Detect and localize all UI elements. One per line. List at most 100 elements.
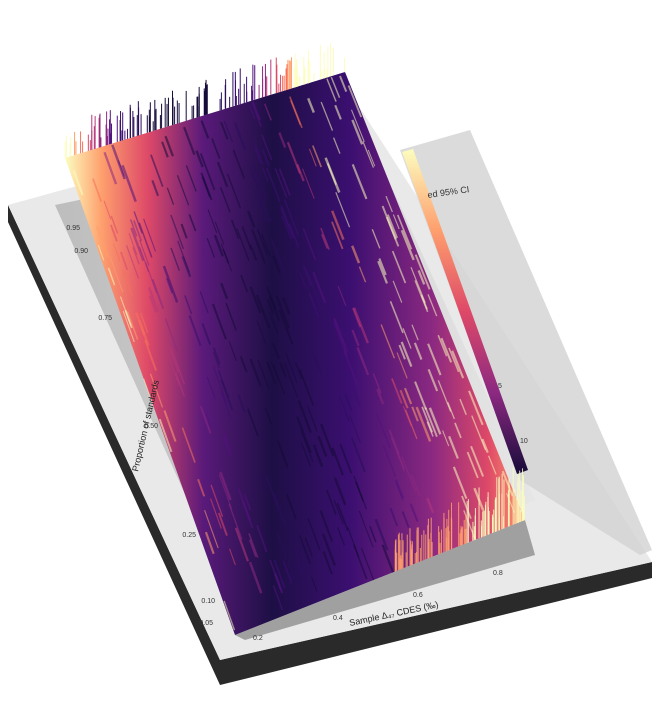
surface-streak [333, 477, 347, 506]
surface-streak [396, 214, 413, 250]
surface-streak [111, 144, 126, 180]
surface-streak [95, 225, 109, 258]
surface-streak [220, 243, 233, 272]
surface-streak [481, 438, 489, 454]
surface-streak [220, 379, 234, 411]
surface-streak [278, 132, 287, 148]
surface-streak [213, 234, 224, 257]
surface-streak [339, 444, 353, 474]
surface-streak [109, 256, 124, 293]
surface-streak [321, 533, 336, 566]
surface-streak [272, 255, 281, 274]
surface-streak [454, 422, 462, 439]
surface-streak [392, 280, 403, 303]
surface-streak [283, 199, 300, 236]
surface-streak [272, 585, 284, 611]
surface-streak [378, 258, 387, 276]
surface-streak [400, 341, 413, 367]
surface-streak [167, 353, 180, 386]
surface-streak [280, 206, 295, 240]
surface-streak [451, 350, 465, 379]
surface-streak [232, 149, 246, 179]
surface-streak [150, 154, 164, 188]
surface-streak [390, 437, 406, 472]
surface-streak [428, 407, 442, 435]
surface-streak [307, 518, 321, 550]
surface-streak [268, 311, 279, 335]
surface-streak [452, 466, 468, 500]
surface-streak [223, 600, 236, 631]
surface-streak [302, 264, 313, 287]
surface-streak [265, 360, 277, 384]
x-tick-label: 0.2 [253, 635, 263, 642]
surface-streak [333, 499, 344, 525]
surface-streak [270, 238, 285, 272]
surface-streak [149, 295, 157, 313]
surface-streak [161, 141, 169, 158]
surface-streak [209, 498, 222, 529]
surface-streak [239, 356, 248, 373]
surface-streak [278, 309, 294, 345]
surface-streak [197, 478, 206, 497]
surface-streak [143, 218, 157, 252]
surface-streak [218, 474, 233, 510]
surface-streak [249, 286, 262, 314]
surface-streak [343, 350, 359, 387]
surface-streak [354, 481, 365, 502]
surface-streak [139, 239, 150, 267]
surface-streak [372, 373, 382, 394]
y-tick-label: 0.10 [201, 598, 215, 605]
surface-body [64, 43, 535, 640]
surface-streak [398, 344, 406, 360]
surface-streak [322, 551, 333, 575]
surface-streak [256, 320, 267, 345]
surface-streak [226, 173, 242, 209]
surface-streak [339, 396, 350, 422]
surface-streak [440, 337, 453, 363]
surface-streak [280, 204, 294, 238]
surface-streak [270, 361, 280, 382]
surface-streak [151, 179, 160, 197]
surface-streak [103, 200, 112, 220]
surface-streak [220, 121, 229, 140]
surface-streak [247, 210, 256, 228]
surface-streak [249, 244, 258, 261]
surface-streak [302, 168, 315, 199]
surface-streak [459, 398, 467, 416]
surface-streak [353, 307, 369, 344]
surface-streak [213, 352, 220, 369]
surface-streak [409, 503, 419, 522]
surface-streak [264, 103, 272, 121]
surface-streak [351, 329, 360, 347]
surface-streak [248, 104, 256, 120]
surface-streak [421, 406, 434, 433]
surface-streak [249, 358, 262, 387]
surface-streak [170, 214, 185, 250]
surface-streak [351, 163, 368, 200]
surface-streak [164, 135, 175, 157]
surface-streak [147, 287, 160, 313]
surface-streak [306, 405, 318, 432]
surface-streak [121, 164, 137, 203]
surface-streak [448, 347, 460, 373]
surface-streak [286, 560, 296, 582]
surface-streak [288, 223, 300, 248]
surface-streak [252, 165, 263, 186]
surface-streak [185, 165, 197, 192]
surface-streak [266, 298, 275, 314]
surface-streak [125, 245, 140, 279]
surface-streak [220, 391, 233, 420]
surface-streak [170, 247, 181, 271]
surface-streak [293, 548, 307, 579]
surface-streak [97, 245, 105, 261]
surface-streak [266, 286, 277, 310]
surface-streak [199, 291, 209, 314]
y-tick-label: 0.05 [199, 620, 213, 627]
surface-streak [275, 532, 287, 558]
surface-streak [296, 416, 312, 454]
surface-streak [129, 219, 138, 237]
surface-streak [285, 493, 297, 520]
surface-streak [351, 119, 364, 145]
surface-streak [312, 271, 327, 304]
y-tick-label: 0.90 [74, 248, 88, 255]
